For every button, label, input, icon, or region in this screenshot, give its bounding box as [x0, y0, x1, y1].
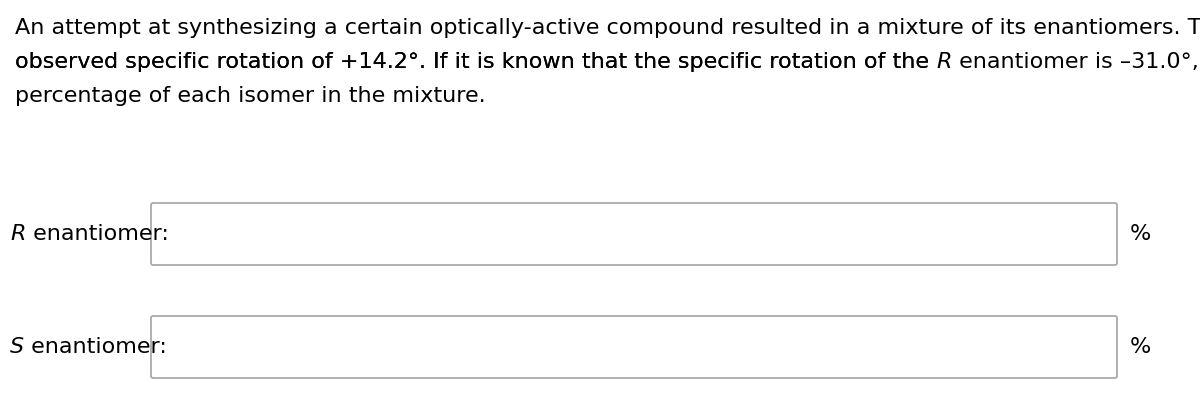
- Text: %: %: [1130, 224, 1151, 244]
- Text: R: R: [936, 52, 952, 72]
- Text: An attempt at synthesizing a certain optically-active compound resulted in a mix: An attempt at synthesizing a certain opt…: [14, 18, 1200, 38]
- Text: %: %: [1130, 337, 1151, 357]
- Text: enantiomer is –31.0°, determine the: enantiomer is –31.0°, determine the: [952, 52, 1200, 72]
- Text: enantiomer:: enantiomer:: [25, 224, 168, 244]
- Text: observed specific rotation of +14.2°. If it is known that the specific rotation : observed specific rotation of +14.2°. If…: [14, 52, 936, 72]
- Text: S: S: [10, 337, 24, 357]
- Text: R: R: [10, 224, 25, 244]
- FancyBboxPatch shape: [151, 316, 1117, 378]
- Text: observed specific rotation of +14.2°. If it is known that the specific rotation : observed specific rotation of +14.2°. If…: [14, 52, 936, 72]
- Text: enantiomer:: enantiomer:: [24, 337, 167, 357]
- FancyBboxPatch shape: [151, 203, 1117, 265]
- Text: percentage of each isomer in the mixture.: percentage of each isomer in the mixture…: [14, 86, 486, 106]
